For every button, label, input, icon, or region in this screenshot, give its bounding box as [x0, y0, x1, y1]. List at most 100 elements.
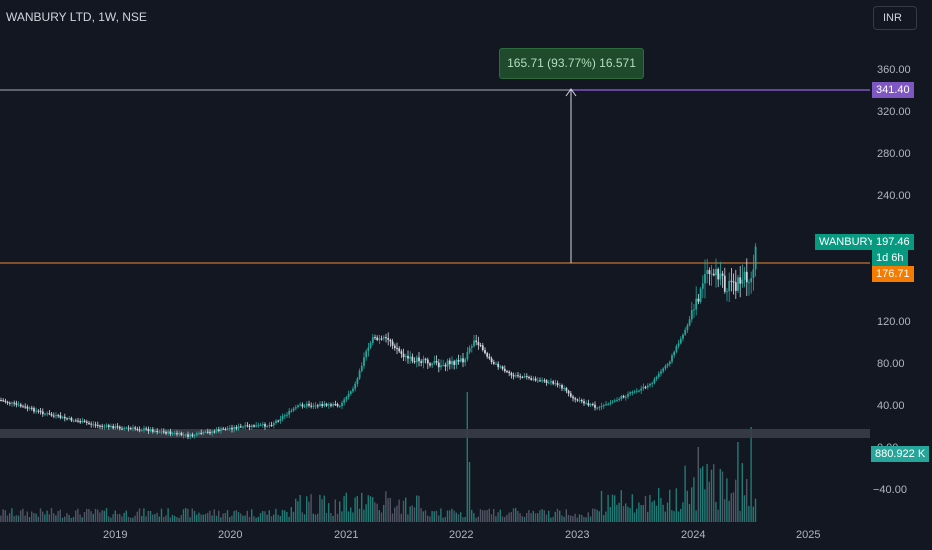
volume-bar [132, 517, 134, 522]
candle-body [512, 375, 515, 377]
volume-bar [409, 506, 411, 522]
volume-bar [607, 494, 609, 522]
volume-bar [424, 510, 427, 522]
volume-bar [255, 517, 257, 522]
candle-body [171, 433, 174, 435]
candle-body [490, 358, 493, 362]
candle-body [400, 351, 403, 354]
candle-body [165, 431, 167, 434]
volume-bar [526, 513, 528, 522]
volume-bar [347, 511, 350, 522]
price-tick: 280.00 [877, 148, 911, 160]
candle-body [17, 404, 20, 406]
candle-body [391, 341, 394, 346]
candle-body [409, 356, 412, 359]
volume-bar [158, 516, 160, 522]
candle-body [699, 288, 702, 302]
volume-bar [655, 505, 658, 522]
volume-bar [530, 513, 532, 522]
volume-bar [510, 512, 512, 522]
volume-bar [290, 506, 292, 522]
candle-body [85, 421, 88, 423]
candle-body [217, 429, 220, 432]
volume-bar [116, 514, 119, 522]
candle-body [495, 363, 497, 365]
candle-body [338, 405, 341, 407]
candle-body [257, 425, 260, 427]
volume-bar [462, 517, 464, 522]
candle-body [424, 358, 427, 360]
candle-body [448, 360, 451, 365]
candle-body [407, 355, 409, 359]
volume-bar [545, 514, 548, 522]
candle-body [88, 422, 90, 424]
volume-bar [270, 516, 273, 522]
candle-body [347, 393, 350, 398]
volume-bar [218, 510, 220, 522]
candle-body [127, 427, 130, 429]
candle-body [543, 380, 546, 382]
time-tick: 2020 [218, 529, 243, 541]
candle-body [330, 404, 332, 406]
volume-bar [691, 487, 693, 522]
candle-body [745, 271, 748, 283]
volume-bar [512, 508, 515, 522]
candle-body [316, 405, 319, 407]
candle-body [323, 403, 326, 406]
volume-bar [253, 516, 255, 522]
candle-body [697, 298, 700, 302]
volume-bar [233, 511, 235, 522]
volume-bar [50, 508, 53, 522]
candle-body [134, 427, 137, 429]
volume-bar [411, 505, 413, 522]
candle-body [585, 403, 588, 405]
volume-bar [457, 514, 460, 522]
candle-body [77, 420, 79, 422]
volume-bar [374, 502, 376, 522]
candle-body [704, 273, 706, 284]
volume-bar [178, 517, 180, 522]
volume-bar [138, 508, 141, 522]
candle-body [525, 376, 528, 378]
currency-selector[interactable]: INR [873, 6, 917, 30]
candle-body [136, 428, 139, 430]
candle-body [646, 385, 649, 388]
volume-bar [682, 502, 684, 522]
volume-bar [710, 469, 713, 522]
candle-body [125, 427, 128, 429]
volume-bar [515, 508, 517, 522]
volume-bar [343, 496, 345, 522]
volume-separator-band [0, 429, 870, 438]
volume-bar [523, 516, 526, 522]
volume-bar [20, 510, 22, 522]
volume-bar [627, 506, 629, 522]
candle-body [688, 319, 691, 326]
volume-bar [581, 515, 583, 522]
candle-body [138, 429, 141, 431]
candle-body [662, 368, 665, 372]
candle-body [530, 378, 533, 380]
candle-body [470, 346, 473, 348]
volume-bar [563, 516, 565, 522]
candle-body [244, 425, 247, 427]
price-tick: 40.00 [877, 400, 905, 412]
volume-bar [702, 466, 704, 522]
candle-body [140, 430, 143, 432]
candle-body [534, 378, 537, 381]
candle-body [679, 338, 682, 344]
candle-body [627, 393, 629, 397]
candle-body [308, 403, 310, 406]
volume-bar [506, 514, 508, 522]
volume-bar [88, 509, 90, 522]
candle-body [33, 408, 35, 412]
candle-body [596, 407, 599, 409]
candle-body [22, 406, 24, 408]
volume-bar [442, 517, 444, 522]
candle-body [750, 278, 753, 283]
volume-bar [548, 510, 550, 522]
volume-bar [321, 499, 323, 522]
candle-body [92, 424, 95, 426]
candle-body [539, 380, 541, 382]
candle-body [532, 378, 535, 380]
